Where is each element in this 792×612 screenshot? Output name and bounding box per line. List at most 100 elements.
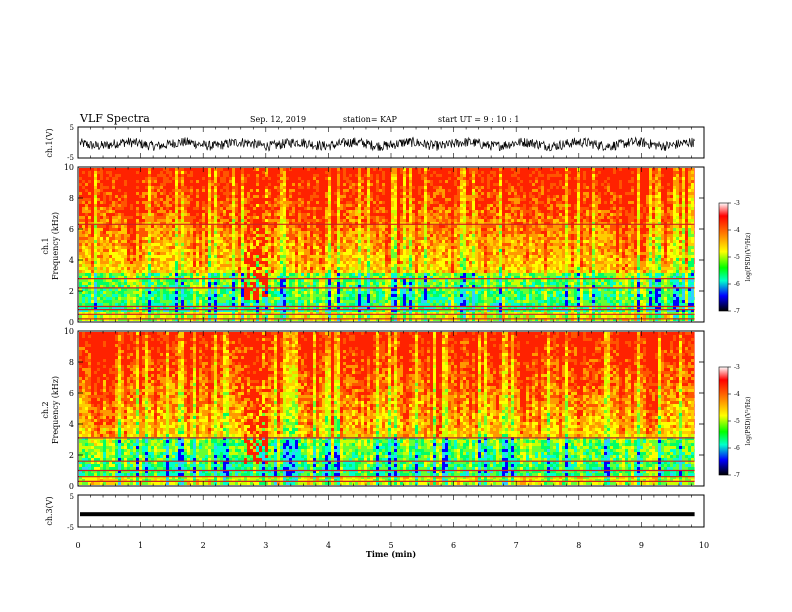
spectrogram-cell — [274, 222, 277, 225]
spectrogram-cell — [349, 276, 352, 279]
spectrogram-cell — [163, 189, 166, 192]
spectrogram-cell — [220, 252, 223, 255]
spectrogram-cell — [307, 243, 310, 246]
spectrogram-cell — [316, 219, 319, 222]
spectrogram-cell — [364, 204, 367, 207]
spectrogram-cell — [79, 279, 82, 282]
spectrogram-cell — [349, 270, 352, 273]
spectrogram-cell — [295, 309, 298, 312]
spectrogram-cell — [133, 234, 136, 237]
spectrogram-cell — [238, 222, 241, 225]
spectrogram-cell — [355, 222, 358, 225]
spectrogram-cell — [346, 222, 349, 225]
spectrogram-cell — [142, 261, 145, 264]
spectrogram-cell — [118, 234, 121, 237]
spectrogram-cell — [235, 309, 238, 312]
spectrogram-cell — [292, 297, 295, 300]
spectrogram-cell — [100, 225, 103, 228]
spectrogram-cell — [250, 255, 253, 258]
spectrogram-cell — [253, 267, 256, 270]
spectrogram-cell — [91, 228, 94, 231]
spectrogram-cell — [157, 267, 160, 270]
spectrogram-cell — [307, 291, 310, 294]
spectrogram-cell — [94, 225, 97, 228]
spectrogram-cell — [250, 195, 253, 198]
spectrogram-cell — [346, 198, 349, 201]
spectrogram-cell — [277, 315, 280, 318]
spectrogram-cell — [334, 183, 337, 186]
spectrogram-cell — [292, 207, 295, 210]
spectrogram-cell — [307, 252, 310, 255]
spectrogram-cell — [109, 183, 112, 186]
spectrogram-cell — [211, 180, 214, 183]
spectrogram-cell — [157, 204, 160, 207]
spectrogram-cell — [331, 222, 334, 225]
spectrogram-cell — [346, 303, 349, 306]
spectrogram-cell — [208, 213, 211, 216]
spectrogram-cell — [124, 237, 127, 240]
spectrogram-cell — [160, 210, 163, 213]
spectrogram-cell — [118, 219, 121, 222]
spectrogram-cell — [325, 255, 328, 258]
spectrogram-cell — [217, 261, 220, 264]
spectrogram-cell — [220, 264, 223, 267]
spectrogram-cell — [121, 252, 124, 255]
spectrogram-cell — [148, 201, 151, 204]
spectrogram-cell — [220, 246, 223, 249]
spectrogram-cell — [340, 177, 343, 180]
spectrogram-cell — [286, 282, 289, 285]
spectrogram-cell — [133, 252, 136, 255]
spectrogram-cell — [247, 168, 250, 171]
spectrogram-cell — [370, 270, 373, 273]
spectrogram-cell — [142, 288, 145, 291]
spectrogram-cell — [181, 207, 184, 210]
spectrogram-cell — [316, 237, 319, 240]
spectrogram-cell — [247, 171, 250, 174]
spectrogram-cell — [106, 177, 109, 180]
spectrogram-cell — [322, 252, 325, 255]
spectrogram-cell — [334, 168, 337, 171]
spectrogram-cell — [133, 297, 136, 300]
spectrogram-cell — [205, 270, 208, 273]
spectrogram-cell — [127, 240, 130, 243]
spectrogram-cell — [187, 258, 190, 261]
spectrogram-cell — [91, 195, 94, 198]
spectrogram-cell — [118, 264, 121, 267]
spectrogram-cell — [202, 177, 205, 180]
spectrogram-cell — [268, 255, 271, 258]
spectrogram-cell — [337, 261, 340, 264]
spectrogram-cell — [214, 300, 217, 303]
spectrogram-cell — [172, 300, 175, 303]
spectrogram-cell — [88, 183, 91, 186]
spectrogram-cell — [124, 219, 127, 222]
spectrogram-cell — [295, 183, 298, 186]
spectrogram-cell — [202, 261, 205, 264]
spectrogram-cell — [247, 255, 250, 258]
spectrogram-cell — [349, 219, 352, 222]
ch1-spectrogram-image — [78, 167, 704, 322]
spectrogram-cell — [358, 186, 361, 189]
spectrogram-cell — [187, 243, 190, 246]
spectrogram-cell — [148, 234, 151, 237]
spectrogram-cell — [205, 204, 208, 207]
spectrogram-cell — [124, 243, 127, 246]
spectrogram-cell — [160, 171, 163, 174]
spectrogram-cell — [109, 279, 112, 282]
spectrogram-cell — [271, 210, 274, 213]
spectrogram-cell — [259, 303, 262, 306]
spectrogram-cell — [178, 171, 181, 174]
spectrogram-cell — [310, 252, 313, 255]
spectrogram-cell — [163, 294, 166, 297]
spectrogram-cell — [115, 243, 118, 246]
spectrogram-cell — [313, 261, 316, 264]
spectrogram-cell — [289, 204, 292, 207]
spectrogram-cell — [310, 180, 313, 183]
spectrogram-cell — [199, 216, 202, 219]
spectrogram-cell — [250, 234, 253, 237]
spectrogram-cell — [172, 231, 175, 234]
spectrogram-cell — [148, 237, 151, 240]
spectrogram-cell — [211, 213, 214, 216]
spectrogram-cell — [106, 252, 109, 255]
spectrogram-cell — [184, 255, 187, 258]
spectrogram-cell — [262, 195, 265, 198]
